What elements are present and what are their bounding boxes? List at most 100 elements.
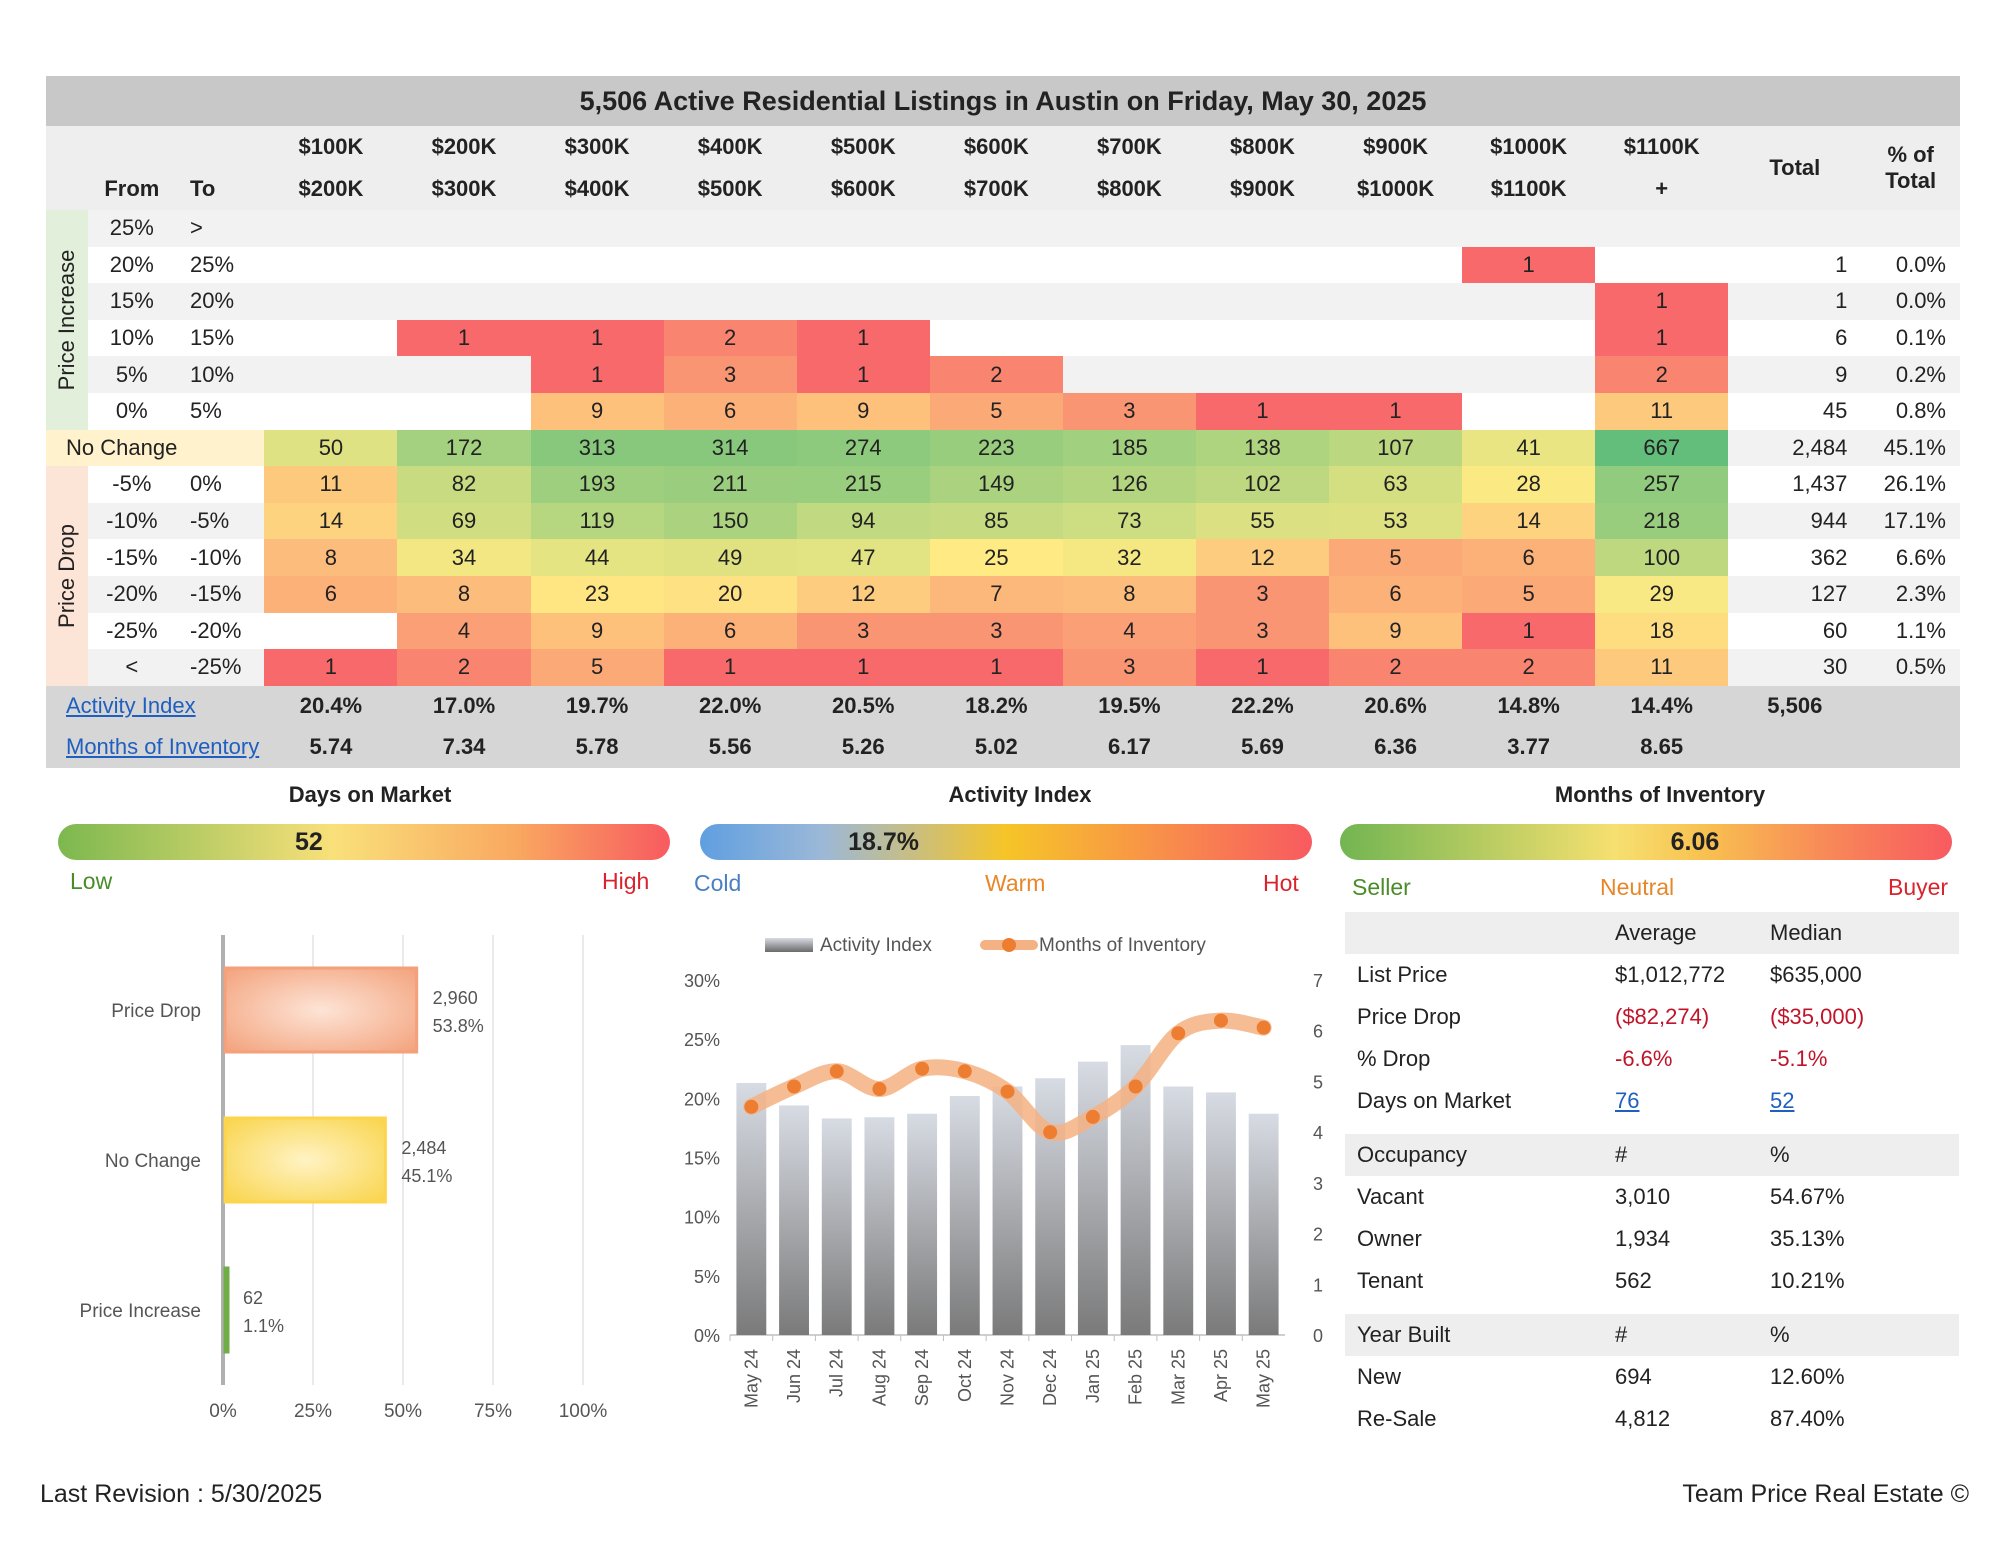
row-from: -15% (87, 539, 177, 576)
yb-type: Re-Sale (1357, 1406, 1437, 1431)
heat-cell (264, 319, 398, 357)
hdr-range-from: $200K (397, 126, 531, 168)
occ-count-col: # (1615, 1142, 1628, 1167)
months-of-inventory-value: 8.65 (1595, 726, 1729, 768)
heat-cell: 215 (796, 466, 930, 503)
y-left-tick: 15% (684, 1149, 720, 1169)
y-right-tick: 4 (1313, 1123, 1323, 1143)
heat-cell (1062, 210, 1196, 247)
x-tick-label: May 24 (741, 1349, 761, 1408)
heat-cell: 2 (1595, 356, 1729, 393)
listing-grid: 5,506 Active Residential Listings in Aus… (46, 76, 1960, 768)
heat-cell: 1 (796, 319, 930, 357)
heat-cell (1462, 319, 1596, 357)
heat-cell: 49 (663, 539, 797, 576)
heat-cell: 3 (1195, 612, 1330, 650)
table-row: -10% -5% 14 69 119 150 94 85 73 55 53 14 218 944 17.1% (46, 502, 1960, 540)
price-stat-row: List Price $1,012,772 $635,000 (1345, 954, 1959, 996)
heat-cell (929, 246, 1063, 284)
hdr-range-from: $800K (1195, 126, 1330, 168)
heat-cell: 28 (1462, 466, 1596, 503)
table-row: Price Drop -5% 0% 11 82 193 211 215 149 126 102 63 2… (46, 466, 1960, 686)
y-right-tick: 6 (1313, 1022, 1323, 1042)
heat-cell (663, 246, 797, 284)
last-revision: Last Revision : 5/30/2025 (40, 1480, 323, 1508)
ai-warm-label: Warm (985, 870, 1046, 896)
months-of-inventory-row: Months of Inventory 5.74 7.34 5.78 5.56 5.26 5… (46, 726, 1960, 768)
bar (223, 1266, 230, 1354)
row-from: -5% (87, 466, 177, 503)
heat-cell: 29 (1595, 575, 1729, 613)
heat-cell: 100 (1595, 539, 1729, 576)
heat-cell (264, 246, 398, 284)
row-total: 362 (1728, 539, 1862, 576)
row-pct: 26.1% (1861, 466, 1960, 503)
table-row: < -25% 1 2 5 1 1 1 3 1 2 2 11 30 0.5% (46, 649, 1960, 686)
heat-cell: 9 (796, 392, 930, 430)
heat-cell: 8 (264, 539, 398, 576)
occupancy-row: Vacant 3,010 54.67% (1345, 1176, 1959, 1218)
activity-bar (821, 1118, 852, 1335)
activity-index-link[interactable]: Activity Index (46, 685, 265, 727)
stat-average[interactable]: 76 (1615, 1088, 1640, 1113)
activity-index-value: 20.4% (264, 685, 398, 727)
ai-gauge-title: Activity Index (948, 782, 1092, 807)
months-of-inventory-link-text[interactable]: Months of Inventory (66, 734, 260, 760)
x-tick-label: 0% (209, 1401, 237, 1422)
row-to: -5% (176, 502, 265, 540)
x-tick-label: Jan 25 (1083, 1349, 1103, 1403)
inventory-point (1085, 1109, 1100, 1124)
months-of-inventory-blank (1861, 726, 1960, 768)
y-right-tick: 5 (1313, 1072, 1323, 1092)
hdr-pct-bottom: Total (1885, 168, 1937, 193)
heat-cell: 2 (663, 319, 797, 357)
hdr-range-from: $100K (264, 126, 398, 168)
months-of-inventory-value: 7.34 (397, 726, 531, 768)
price-change-table: $100K $200K $300K $400K $500K $600K $700K $800K… (46, 126, 1960, 768)
occ-count: 1,934 (1615, 1226, 1671, 1251)
col-median: Median (1770, 920, 1843, 945)
heat-cell (929, 319, 1063, 357)
activity-index-link-text[interactable]: Activity Index (66, 693, 196, 719)
yb-type: New (1357, 1364, 1402, 1389)
occupancy-header: Occupancy #% (1345, 1134, 1959, 1176)
hdr-range-to: + (1595, 168, 1729, 210)
hdr-range-from: $600K (929, 126, 1063, 168)
months-of-inventory-link[interactable]: Months of Inventory (46, 726, 265, 768)
price-change-bar-chart: 0% 25% 50% 75% 100% Price Drop 2,960 53.8% No Ch… (80, 935, 607, 1422)
heat-cell (1062, 319, 1196, 357)
heat-cell (1195, 283, 1330, 320)
heat-cell: 8 (397, 575, 531, 613)
row-pct: 0.1% (1861, 319, 1960, 357)
row-total: 1,437 (1728, 466, 1862, 503)
moi-gauge-value: 6.06 (1670, 828, 1720, 856)
heat-cell: 1 (796, 356, 930, 393)
row-to: -15% (176, 575, 265, 613)
row-total: 2,484 (1728, 429, 1862, 467)
stats-panel: Average Median List Price $1,012,772 $635,00… (1345, 912, 1959, 1440)
count-label: 62 (243, 1288, 263, 1308)
stat-median[interactable]: 52 (1770, 1088, 1795, 1113)
activity-bar (1163, 1086, 1194, 1335)
occ-type: Vacant (1357, 1184, 1424, 1209)
hdr-range-to: $700K (929, 168, 1063, 210)
activity-index-value: 14.4% (1595, 685, 1729, 727)
heat-cell: 3 (1062, 392, 1196, 430)
heat-cell (1329, 356, 1463, 393)
row-from: < (87, 649, 177, 686)
heat-cell: 150 (663, 502, 797, 540)
dom-gauge-bar: 52 (58, 824, 670, 860)
row-pct: 6.6% (1861, 539, 1960, 576)
y-left-tick: 0% (694, 1326, 720, 1346)
heat-cell: 5 (530, 649, 664, 686)
occ-pct-col: % (1770, 1142, 1790, 1167)
row-to: 10% (176, 356, 265, 393)
ai-cold-label: Cold (694, 870, 742, 896)
row-to: 5% (176, 392, 265, 430)
hdr-pct: % of Total (1861, 126, 1960, 210)
moi-gauge-bar: 6.06 (1340, 824, 1952, 860)
heat-cell: 2 (1329, 649, 1463, 686)
stat-label: List Price (1357, 962, 1448, 987)
x-tick-label: Nov 24 (998, 1349, 1018, 1406)
row-to: -20% (176, 612, 265, 650)
